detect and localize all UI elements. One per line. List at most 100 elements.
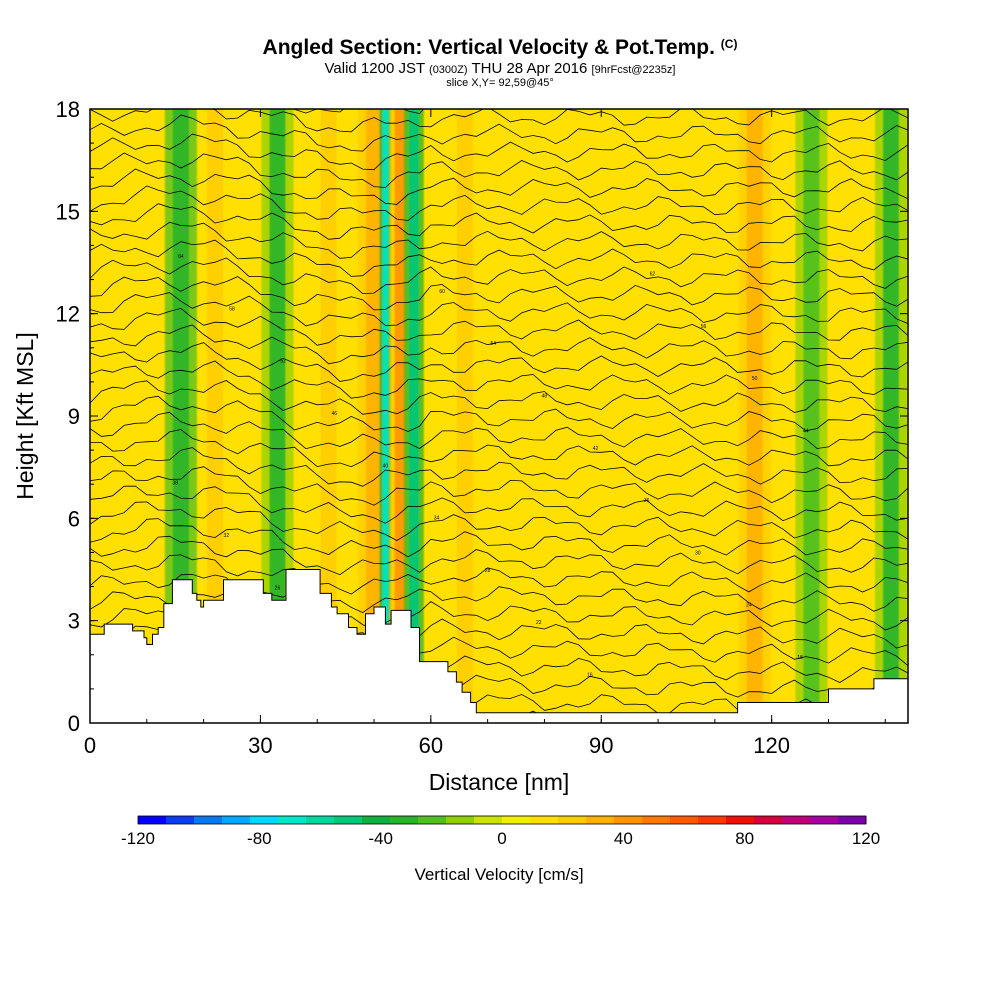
colorbar-tick-label: -40 (368, 829, 393, 848)
colorbar-swatch (390, 816, 419, 824)
x-tick-label: 90 (589, 733, 613, 758)
theta-contours: 1214161820222426283032343638404244464850… (90, 109, 908, 723)
colorbar-swatch (614, 816, 643, 824)
colorbar-swatch (446, 816, 475, 824)
valid-utc: (0300Z) (429, 64, 468, 76)
theta-contour (90, 518, 908, 558)
colorbar-swatch (530, 816, 559, 824)
theta-contour (90, 168, 908, 205)
theta-contour (90, 239, 908, 277)
colorbar-swatch (222, 816, 251, 824)
colorbar-swatch (642, 816, 671, 824)
valid-prefix: Valid 1200 JST (324, 60, 425, 77)
theta-contour (90, 554, 908, 595)
colorbar-swatch (558, 816, 587, 824)
contour-label: 38 (172, 481, 178, 487)
contour-label: 32 (224, 533, 230, 539)
theta-contour (90, 429, 908, 468)
title-text: Angled Section: Vertical Velocity & Pot.… (262, 36, 715, 59)
theta-contour (90, 203, 908, 240)
forecast-info: [9hrFcst@2235z] (591, 64, 676, 76)
contour-label: 54 (491, 341, 497, 347)
colorbar-tick-label: 80 (735, 829, 754, 848)
colorbar-swatch (138, 816, 167, 824)
contour-label: 28 (485, 568, 491, 574)
colorbar-title: Vertical Velocity [cm/s] (414, 865, 583, 884)
x-axis-title: Distance [nm] (429, 769, 570, 795)
contour-label: 16 (587, 672, 593, 678)
colorbar-tick-label: -120 (121, 829, 155, 848)
y-tick-label: 15 (56, 199, 80, 224)
colorbar-swatch (362, 816, 391, 824)
colorbar-swatch (502, 816, 531, 824)
colorbar-swatch (306, 816, 335, 824)
y-tick-label: 6 (68, 506, 80, 531)
colorbar-swatch (810, 816, 839, 824)
colorbar-swatch (474, 816, 503, 824)
theta-contour (90, 324, 908, 365)
terrain-mask (89, 569, 909, 724)
contour-label: 56 (701, 324, 707, 330)
theta-contour (90, 152, 908, 188)
colorbar-tick-label: 40 (614, 829, 633, 848)
theta-contour (90, 535, 908, 576)
theta-contour (90, 360, 908, 399)
velocity-column-core (320, 109, 337, 723)
contour-label: 48 (542, 394, 548, 400)
colorbar-swatch (250, 816, 279, 824)
colorbar-swatch (670, 816, 699, 824)
y-tick-label: 12 (56, 302, 80, 327)
contour-label: 44 (803, 428, 809, 434)
contour-label: 50 (752, 376, 758, 382)
velocity-column-core (382, 109, 389, 723)
colorbar-swatch (418, 816, 447, 824)
y-axis-title: Height [Kft MSL] (12, 332, 38, 499)
y-tick-label: 9 (68, 404, 80, 429)
slice-info: slice X,Y= 92,59@45° (446, 77, 554, 89)
velocity-column-core (366, 109, 383, 723)
colorbar-tick-label: -80 (247, 829, 272, 848)
contour-label: 46 (331, 411, 337, 417)
contour-label: 40 (383, 463, 389, 469)
theta-contour (90, 485, 908, 524)
contour-label: 26 (275, 585, 281, 591)
x-tick-label: 30 (248, 733, 272, 758)
theta-contour (90, 292, 908, 327)
contour-label: 42 (593, 446, 599, 452)
colorbar-swatch (586, 816, 615, 824)
theta-contour (90, 380, 908, 415)
colorbar-frame (137, 815, 867, 825)
y-tick-label: 0 (68, 711, 80, 736)
velocity-column-core (803, 109, 820, 723)
colorbar-tick-label: 120 (852, 829, 880, 848)
title-unit: (C) (720, 37, 738, 51)
x-tick-label: 60 (419, 733, 443, 758)
colorbar-swatch (726, 816, 755, 824)
valid-date: THU 28 Apr 2016 (471, 60, 588, 77)
theta-contour (90, 221, 908, 259)
colorbar-swatch (838, 816, 867, 824)
contour-label: 62 (650, 271, 656, 277)
velocity-column-core (746, 109, 763, 723)
contour-label: 60 (439, 289, 445, 295)
velocity-column-core (456, 109, 473, 723)
colorbar-swatch (278, 816, 307, 824)
theta-contour (90, 411, 908, 450)
theta-contour (90, 342, 908, 382)
contour-label: 24 (746, 603, 752, 609)
colorbar-swatch (194, 816, 223, 824)
velocity-column-core (172, 109, 189, 723)
contour-label: 30 (695, 550, 701, 556)
contour-label: 58 (229, 306, 235, 312)
theta-contour (90, 307, 908, 346)
colorbar-swatch (782, 816, 811, 824)
x-tick-label: 120 (753, 733, 790, 758)
theta-contour (90, 501, 908, 541)
velocity-column-core (408, 109, 419, 723)
x-tick-label: 0 (84, 733, 96, 758)
contour-label: 34 (434, 516, 440, 522)
colorbar-swatch (698, 816, 727, 824)
theta-contour (90, 276, 908, 311)
